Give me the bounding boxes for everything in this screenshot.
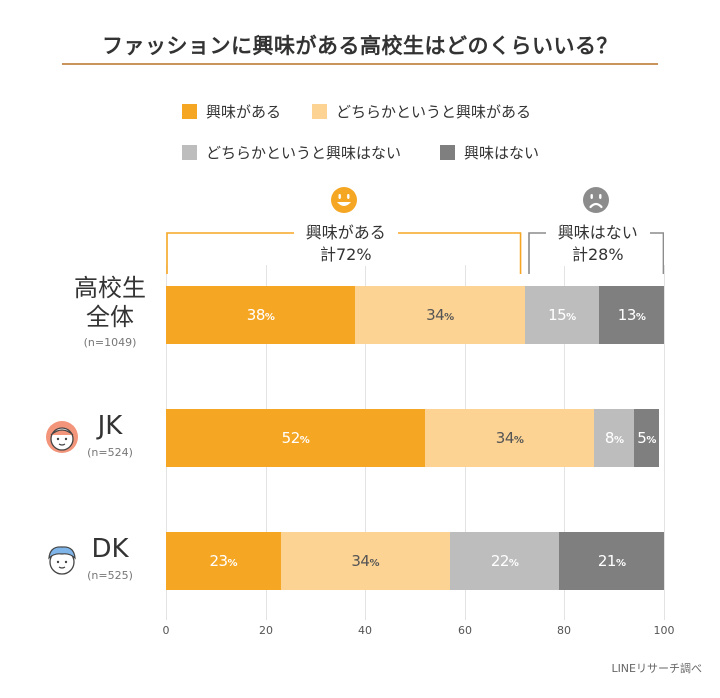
source-note: LINEリサーチ調べ: [611, 662, 702, 675]
bar-value-label: 22%: [491, 552, 519, 570]
percent-sign: %: [264, 312, 275, 323]
row-name: JK: [97, 411, 123, 441]
percent-sign: %: [227, 558, 238, 569]
legend-label: 興味はない: [464, 144, 540, 162]
sample-size: (n=525): [87, 569, 133, 583]
x-tick-label: 60: [458, 624, 472, 637]
sample-size: (n=524): [87, 446, 133, 460]
bar-segment: 38%: [166, 286, 356, 344]
bar-segment: 8%: [594, 409, 635, 467]
bar-segment: 5%: [634, 409, 659, 467]
bar-value: 52: [281, 429, 301, 447]
bar-segment: 52%: [166, 409, 425, 467]
legend-label: どちらかというと興味がある: [336, 103, 532, 121]
bar-value: 15: [548, 306, 567, 324]
bar-segment: 13%: [599, 286, 664, 344]
group-total: 計72%: [319, 245, 372, 264]
bar-segment: 15%: [524, 286, 600, 344]
bar-value: 34: [426, 306, 445, 324]
legend-item: どちらかというと興味がある: [312, 101, 531, 122]
bar-value: 23: [209, 552, 228, 570]
percent-sign: %: [369, 558, 379, 569]
percent-sign: %: [646, 435, 656, 446]
bar-value-label: 23%: [209, 552, 237, 570]
bar-value-label: 34%: [496, 429, 524, 447]
x-tick-label: 100: [653, 624, 675, 637]
legend-swatch: [312, 104, 327, 119]
x-tick-label: 0: [162, 624, 170, 637]
bar-value: 38: [246, 306, 266, 324]
legend-swatch: [182, 145, 197, 160]
bar-value-label: 38%: [247, 306, 275, 324]
bar-value-label: 34%: [351, 552, 379, 570]
bar-segment: 22%: [449, 532, 560, 590]
x-tick-label: 80: [557, 624, 571, 637]
bar-value: 21: [597, 552, 617, 570]
bar-segment: 34%: [280, 532, 450, 590]
boy-avatar-icon: [44, 542, 80, 582]
group-total: 計28%: [571, 245, 624, 264]
row-name: 全体: [86, 302, 134, 331]
sample-size: (n=1049): [83, 335, 137, 349]
legend-swatch: [182, 104, 197, 119]
title-underline: [62, 63, 658, 65]
bar-value-label: 21%: [598, 552, 626, 570]
bar-segment: 21%: [559, 532, 664, 590]
bar-value: 13: [617, 306, 637, 324]
bar-value-label: 52%: [282, 429, 310, 447]
bar-value-label: 15%: [548, 306, 576, 324]
group-total-label: 興味はない計28%: [545, 222, 650, 266]
legend-label: 興味がある: [206, 103, 282, 121]
legend-swatch: [440, 145, 455, 160]
row-name: DK: [91, 534, 129, 564]
bar-value: 34: [351, 552, 370, 570]
chart-title: ファッションに興味がある高校生はどのくらいいる？: [102, 34, 618, 58]
percent-sign: %: [444, 312, 454, 323]
grid-line: [664, 265, 665, 620]
row-name: 高校生: [74, 274, 146, 302]
bar-segment: 23%: [166, 532, 281, 590]
percent-sign: %: [613, 435, 624, 446]
row-label: 高校生 全体 (n=1049): [70, 274, 150, 349]
smile-icon: [330, 186, 358, 218]
frown-icon: [582, 186, 610, 218]
percent-sign: %: [508, 558, 519, 569]
percent-sign: %: [513, 435, 524, 446]
group-label: 興味はない: [557, 223, 638, 242]
bar-value-label: 8%: [605, 429, 624, 447]
x-tick-label: 40: [358, 624, 372, 637]
row-label: JK (n=524): [70, 411, 150, 459]
percent-sign: %: [566, 312, 576, 323]
legend-item: どちらかというと興味はない: [182, 142, 401, 163]
legend-item: 興味はない: [440, 142, 539, 163]
girl-avatar-icon: [44, 419, 80, 459]
percent-sign: %: [635, 312, 646, 323]
bar-value-label: 34%: [426, 306, 454, 324]
bar-segment: 34%: [424, 409, 595, 467]
legend-label: どちらかというと興味はない: [206, 144, 402, 162]
group-label: 興味がある: [305, 223, 386, 242]
x-tick-label: 20: [259, 624, 273, 637]
row-label: DK (n=525): [70, 534, 150, 582]
percent-sign: %: [615, 558, 626, 569]
bar-value: 8: [604, 429, 615, 447]
bar-value: 22: [490, 552, 510, 570]
bar-value: 34: [495, 429, 515, 447]
bar-value: 5: [637, 429, 647, 447]
group-total-label: 興味がある計72%: [293, 222, 398, 266]
bar-value-label: 13%: [618, 306, 646, 324]
legend-item: 興味がある: [182, 101, 281, 122]
bar-segment: 34%: [355, 286, 525, 344]
percent-sign: %: [299, 435, 310, 446]
bar-value-label: 5%: [637, 429, 656, 447]
